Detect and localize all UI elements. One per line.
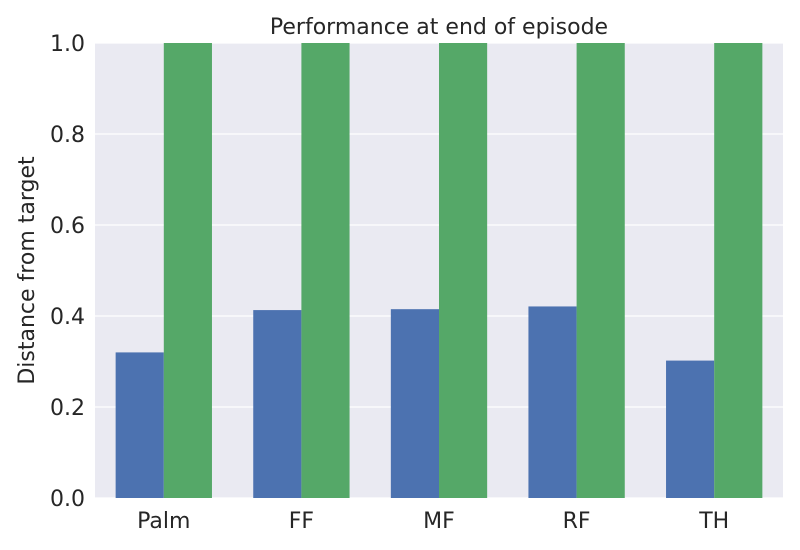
- bar-ff-series-2: [301, 43, 350, 498]
- bar-th-series-1: [666, 360, 715, 498]
- y-axis-label: Distance from target: [15, 156, 40, 385]
- bar-th-series-2: [714, 43, 763, 498]
- y-tick-label: 0.6: [50, 214, 85, 239]
- x-tick-labels: Palm FF MF RF TH: [137, 509, 729, 534]
- bar-mf-series-2: [439, 43, 488, 498]
- x-tick-label: TH: [698, 509, 729, 534]
- x-tick-label: MF: [423, 509, 455, 534]
- y-tick-label: 0.0: [50, 487, 85, 512]
- y-tick-label: 1.0: [50, 32, 85, 57]
- bar-ff-series-1: [253, 310, 302, 498]
- y-tick-label: 0.2: [50, 396, 85, 421]
- x-tick-label: Palm: [137, 509, 190, 534]
- chart-title: Performance at end of episode: [270, 15, 608, 40]
- x-tick-label: RF: [563, 509, 591, 534]
- y-tick-labels: 0.0 0.2 0.4 0.6 0.8 1.0: [50, 32, 85, 512]
- bar-rf-series-1: [528, 306, 577, 498]
- bars: [115, 43, 763, 498]
- bar-palm-series-2: [163, 43, 212, 498]
- x-tick-label: FF: [289, 509, 314, 534]
- bar-palm-series-1: [115, 352, 164, 498]
- y-tick-label: 0.8: [50, 123, 85, 148]
- bar-mf-series-1: [390, 309, 439, 498]
- y-tick-label: 0.4: [50, 305, 85, 330]
- bar-rf-series-2: [576, 43, 625, 498]
